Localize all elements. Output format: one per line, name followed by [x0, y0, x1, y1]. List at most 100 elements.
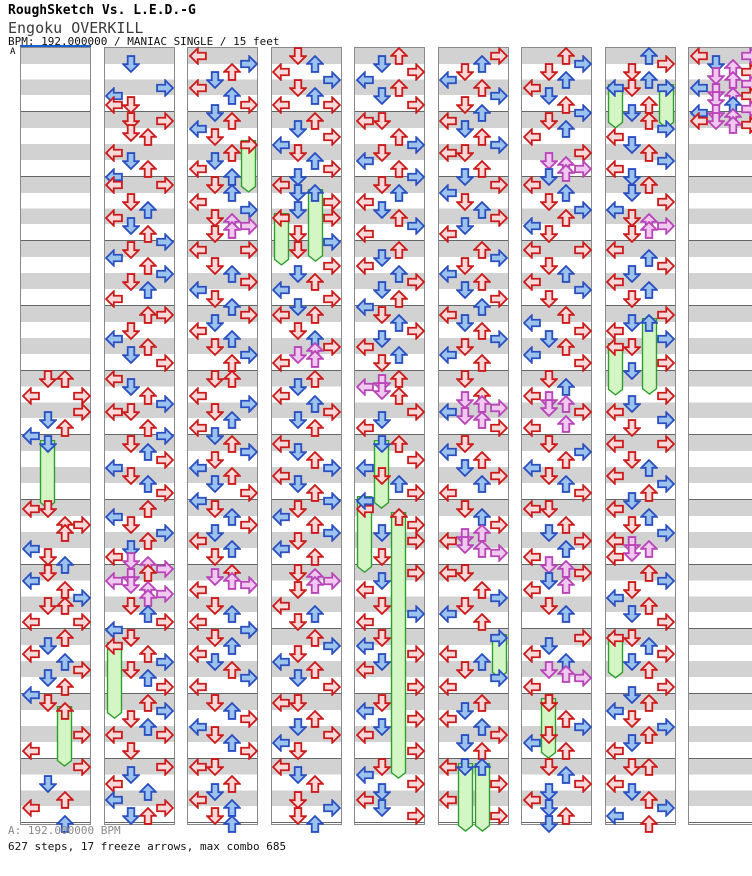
- measure: [104, 435, 174, 501]
- measure: [689, 47, 752, 113]
- measure: [605, 176, 675, 242]
- measure: [271, 500, 341, 565]
- measure: [21, 112, 91, 177]
- measure: [271, 47, 341, 113]
- measure: [438, 112, 508, 177]
- measure: [21, 629, 91, 695]
- measure: [355, 241, 425, 307]
- measure: [188, 629, 258, 695]
- measure: [689, 758, 752, 824]
- measure: [522, 47, 592, 113]
- measure: [21, 370, 91, 436]
- measure: [522, 176, 592, 242]
- measure: [438, 47, 508, 113]
- footer-bpm: A: 192.000000 BPM: [8, 824, 121, 837]
- measure: [271, 306, 341, 371]
- measure: [438, 564, 508, 630]
- measure: [605, 47, 675, 113]
- measure: [188, 758, 258, 824]
- measure: [355, 500, 425, 565]
- measure: [188, 694, 258, 759]
- measure: [188, 435, 258, 501]
- measure: [355, 176, 425, 242]
- measure: [689, 435, 752, 501]
- chart-column: [521, 46, 593, 833]
- measure: [438, 241, 508, 307]
- measure: [21, 47, 91, 113]
- measure: [104, 241, 174, 307]
- measure: [438, 306, 508, 371]
- measure: [605, 370, 675, 436]
- measure: [21, 306, 91, 371]
- measure: [522, 241, 592, 307]
- measure: [271, 629, 341, 695]
- measure: [188, 306, 258, 371]
- measure: [438, 176, 508, 242]
- measure: [271, 758, 341, 824]
- measure: [271, 241, 341, 307]
- measure: [188, 564, 258, 630]
- measure: [188, 500, 258, 565]
- chart-info: BPM: 192.000000 / MANIAC SINGLE / 15 fee…: [8, 35, 280, 48]
- measure: [605, 758, 675, 824]
- chart-column: [604, 46, 676, 833]
- measure: [605, 306, 675, 371]
- measure: [355, 758, 425, 824]
- measure: [188, 47, 258, 113]
- measure: [104, 306, 174, 371]
- measure: [271, 370, 341, 436]
- measure: [104, 370, 174, 436]
- chart-column: [688, 46, 752, 825]
- measure: [522, 564, 592, 630]
- measure: [689, 370, 752, 436]
- measure: [188, 112, 258, 177]
- measure: [605, 500, 675, 565]
- measure: [355, 370, 425, 436]
- measure: [21, 564, 91, 630]
- measure: [271, 694, 341, 759]
- measure: [104, 47, 174, 113]
- measure: [522, 758, 592, 824]
- measure: [522, 629, 592, 695]
- measure: [689, 176, 752, 242]
- measure: [438, 500, 508, 565]
- chart-column: [270, 46, 342, 833]
- measure: [355, 306, 425, 371]
- chart-column: [103, 46, 175, 825]
- measure: [438, 694, 508, 759]
- measure: [104, 758, 174, 824]
- measure: [355, 694, 425, 759]
- chart-column: [187, 46, 259, 833]
- measure: [188, 176, 258, 242]
- measure: [438, 370, 508, 436]
- measure: [605, 694, 675, 759]
- section-start-line: [20, 45, 92, 47]
- measure: [21, 758, 91, 824]
- measure: [188, 370, 258, 436]
- chart-column: [20, 46, 92, 833]
- chart-column: [354, 46, 426, 825]
- section-label: A: [10, 47, 16, 57]
- measure: [438, 629, 508, 695]
- measure: [21, 694, 91, 759]
- measure: [104, 694, 174, 759]
- measure: [438, 758, 508, 824]
- measure: [21, 500, 91, 565]
- measure: [271, 564, 341, 630]
- measure: [21, 241, 91, 307]
- footer-stats: 627 steps, 17 freeze arrows, max combo 6…: [8, 840, 287, 853]
- measure: [104, 176, 174, 242]
- measure: [104, 629, 174, 695]
- chart-column: [437, 46, 509, 832]
- measure: [271, 176, 341, 242]
- measure: [605, 112, 675, 177]
- measure: [104, 112, 174, 177]
- measure: [188, 241, 258, 307]
- page-title: RoughSketch Vs. L.E.D.-G: [8, 3, 196, 18]
- measure: [522, 694, 592, 759]
- measure: [355, 629, 425, 695]
- measure: [689, 500, 752, 565]
- measure: [689, 629, 752, 695]
- measure: [522, 370, 592, 436]
- measure: [355, 47, 425, 113]
